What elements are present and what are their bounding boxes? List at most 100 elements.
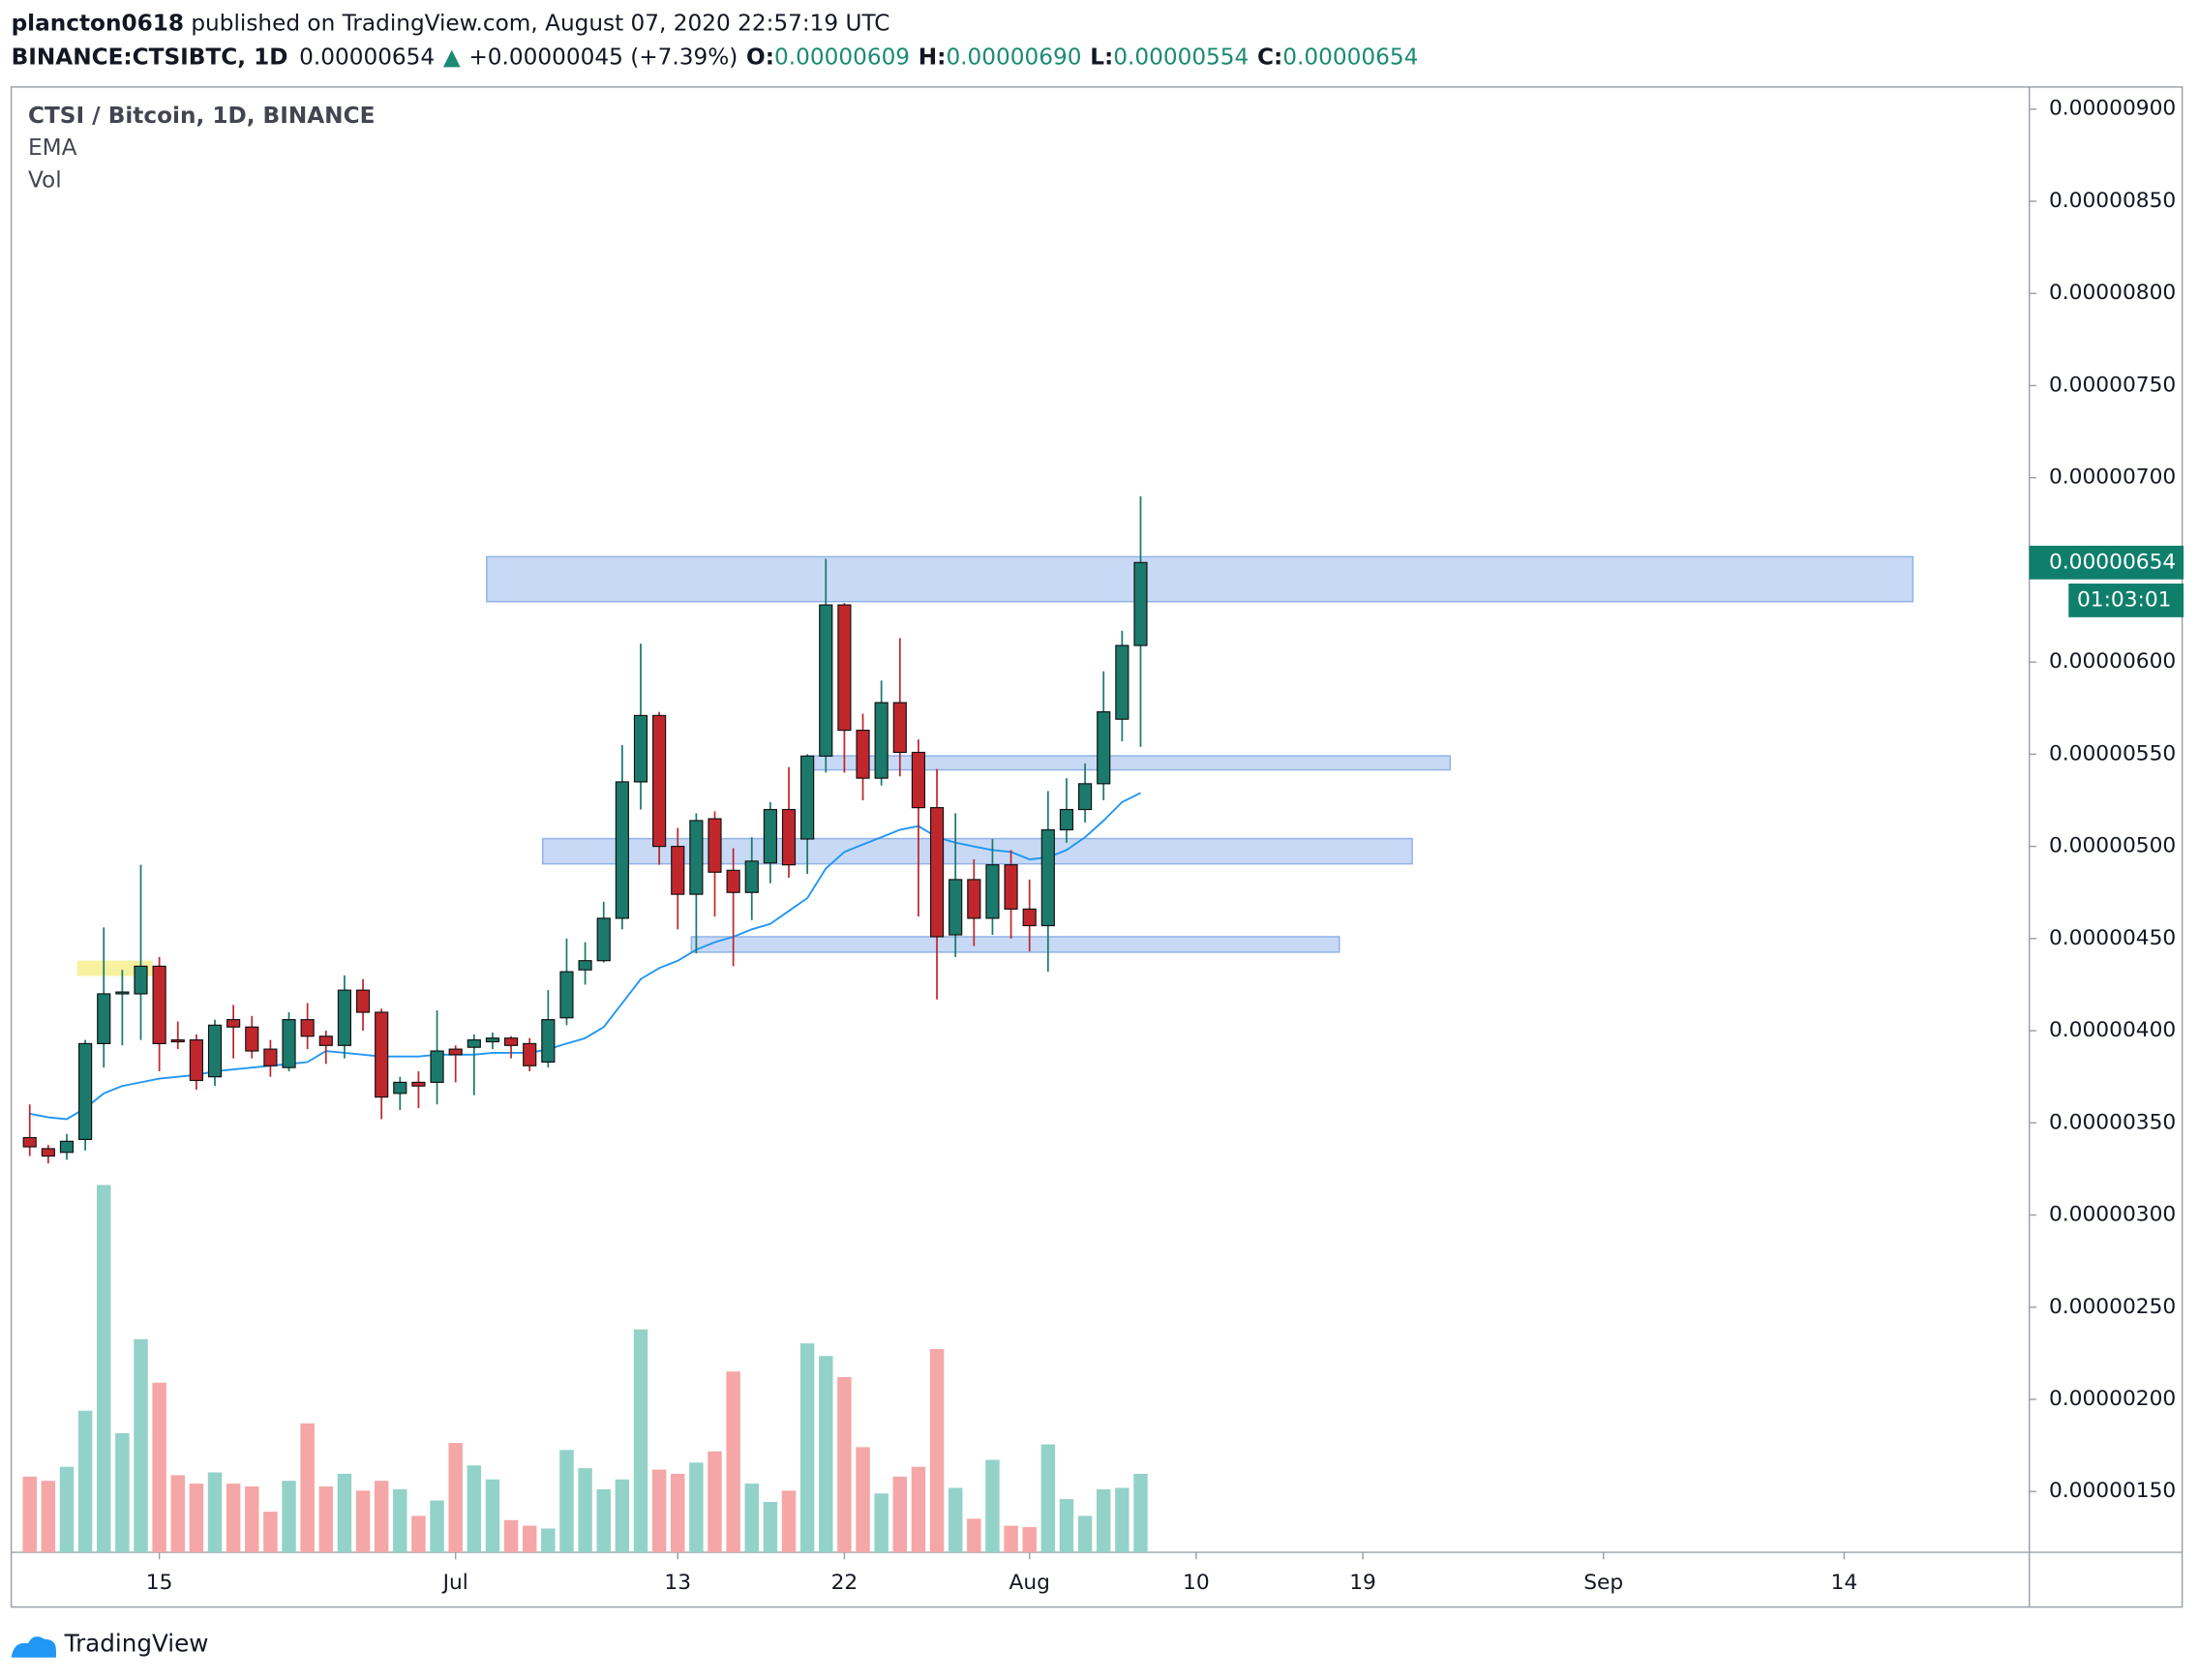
candle-body [282, 1019, 296, 1068]
brand-name: TradingView [64, 1630, 209, 1658]
volume-bar [856, 1447, 870, 1553]
volume-bar [578, 1468, 592, 1553]
candle-body [485, 1037, 500, 1043]
candle-body [541, 1019, 556, 1064]
last-price-tag [2029, 545, 2184, 580]
volume-bar [819, 1356, 833, 1553]
volume-bar [485, 1479, 500, 1553]
volume-bar [245, 1485, 259, 1553]
volume-bar [41, 1481, 56, 1553]
countdown-tag [2068, 584, 2184, 617]
y-tick-label: 0.00000850 [2049, 189, 2176, 213]
candle-body [1022, 908, 1037, 927]
volume-bar [1096, 1488, 1111, 1553]
volume-bar [708, 1451, 722, 1553]
change: +0.00000045 (+7.39%) [468, 44, 738, 70]
volume-bar [374, 1481, 389, 1553]
volume-bar [467, 1465, 482, 1553]
volume-bar [689, 1462, 704, 1553]
h-value: 0.00000690 [946, 44, 1081, 70]
candle-body [22, 1136, 37, 1148]
volume-bar [596, 1488, 611, 1553]
logo [11, 1636, 56, 1658]
volume-bar [97, 1185, 111, 1553]
volume-bar [615, 1479, 630, 1553]
brand: TradingView [11, 1630, 209, 1658]
l-value: 0.00000554 [1113, 44, 1249, 70]
legend-ema: EMA [28, 135, 77, 161]
candle-body [245, 1026, 259, 1052]
candle-body [949, 879, 963, 936]
volume-bar [985, 1459, 1000, 1553]
candle-body [819, 604, 833, 757]
candle-body [375, 1011, 389, 1098]
volume-bar [1115, 1487, 1130, 1553]
candle-body [615, 781, 629, 919]
x-tick-label: 10 [1183, 1571, 1210, 1595]
l-label: L: [1090, 44, 1113, 70]
candle-body [355, 989, 371, 1013]
candle-body [170, 1039, 185, 1043]
volume-bar [263, 1512, 278, 1553]
h-label: H: [919, 44, 947, 70]
candle-body [929, 807, 945, 938]
volume-bar [226, 1484, 241, 1553]
x-tick-label: 14 [1831, 1571, 1858, 1595]
volume-bar [77, 1410, 93, 1553]
candle-body [671, 846, 685, 895]
candle-body [134, 965, 148, 995]
countdown-label: 01:03:01 [2077, 587, 2172, 612]
candle-body [596, 917, 611, 962]
zone [486, 555, 1914, 603]
candle-body [1078, 783, 1093, 811]
volume-bar [837, 1376, 852, 1553]
x-tick-label: 22 [831, 1571, 859, 1595]
volume-bar [448, 1443, 463, 1553]
volume-bar [522, 1525, 537, 1553]
symbol: BINANCE:CTSIBTC, 1D [12, 44, 288, 70]
volume-bar [355, 1490, 371, 1553]
x-tick-label: 13 [664, 1571, 691, 1595]
volume-bar [318, 1485, 334, 1553]
y-tick-label: 0.00000600 [2049, 649, 2176, 674]
c-label: C: [1257, 44, 1282, 70]
volume-bar [633, 1329, 648, 1553]
candle-body [1059, 808, 1074, 831]
x-tick-label: 19 [1349, 1571, 1376, 1595]
price: 0.00000654 [299, 44, 435, 70]
candle-body [467, 1039, 481, 1048]
y-tick-label: 0.00000150 [2049, 1479, 2176, 1503]
candle-body [837, 604, 852, 732]
volume-bar [781, 1490, 797, 1553]
candle-body [318, 1035, 333, 1046]
highlight [76, 960, 153, 976]
volume-bar [430, 1500, 444, 1553]
last-price-label: 0.00000654 [2049, 550, 2176, 574]
volume-bar [337, 1473, 352, 1553]
candle-body [523, 1042, 537, 1066]
candle-body [763, 808, 777, 864]
chart-title: CTSI / Bitcoin, 1D, BINANCE [28, 103, 375, 129]
volume-bar [1059, 1499, 1074, 1553]
candle-body [892, 702, 907, 754]
candle-body [189, 1039, 203, 1082]
zone [805, 755, 1451, 771]
volume-bar [726, 1371, 740, 1553]
volume-bar [1022, 1527, 1037, 1553]
candle-body [800, 755, 815, 840]
volume-bar [744, 1484, 759, 1553]
x-tick-label: 15 [146, 1571, 173, 1595]
candle-body [633, 714, 648, 783]
volume-bar [59, 1466, 75, 1553]
volume-bar [799, 1343, 815, 1553]
volume-bar [503, 1519, 519, 1553]
volume-bar [189, 1484, 204, 1553]
volume-bar [671, 1473, 685, 1553]
candle-body [1040, 828, 1055, 927]
volume-bar [393, 1488, 407, 1553]
volume-bar [207, 1472, 223, 1553]
candle-body [1133, 561, 1148, 646]
candle-body [967, 879, 981, 919]
candle-body [41, 1148, 55, 1157]
